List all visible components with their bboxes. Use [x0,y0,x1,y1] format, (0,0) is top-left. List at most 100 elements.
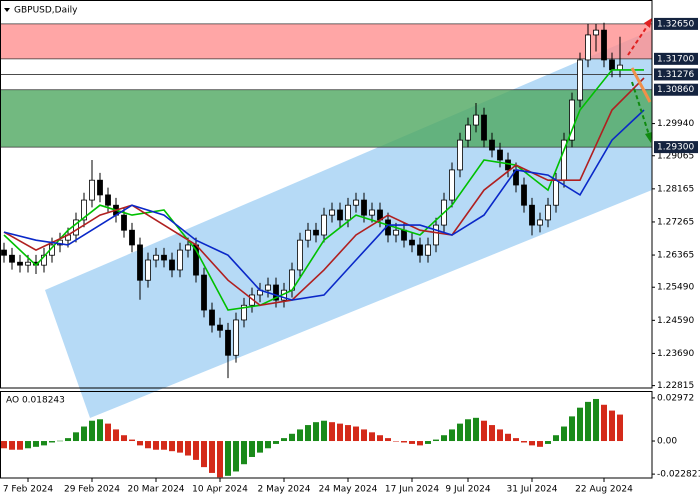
ao-bar [353,426,359,442]
marks [1,22,645,478]
candle-body [601,29,607,61]
candle-body [369,209,375,216]
candle-body [457,139,463,171]
candle-body [1,249,7,256]
candle-body [489,139,495,151]
level-label-box [654,17,698,30]
ao-bar [257,441,263,453]
ao-bar [201,441,207,468]
candle-body [17,261,23,266]
symbol-menu-icon[interactable] [4,8,10,12]
moving-average [3,109,645,301]
x-tick-label: 24 May 2024 [319,485,378,495]
candle-body [225,329,231,356]
ao-bar [377,435,383,442]
ao-bar [17,441,23,450]
ao-bar [569,416,575,442]
candle-body [449,169,455,201]
ao-bar [33,441,39,447]
x-tick-label: 29 Feb 2024 [64,485,120,495]
candle-body [209,309,215,326]
ao-bar [129,439,135,442]
y-tick-label: 1.28165 [657,184,694,194]
candle-body [97,179,103,196]
ao-bar [617,414,623,442]
candle-body [321,214,327,236]
ao-bar [281,438,287,442]
ao-bar [161,441,167,450]
ao-bar [209,441,215,473]
chart-title: GBPUSD,Daily [14,6,78,16]
level-label: 1.32650 [657,19,694,29]
candle-body [313,229,319,236]
ao-bar [385,438,391,442]
ao-bar [9,441,15,450]
candle-body [345,204,351,221]
ao-bar [553,435,559,442]
ao-bar [185,441,191,456]
y-tick-label: 1.29065 [657,151,694,161]
candle-body [121,214,127,231]
candle-body [105,194,111,206]
x-tick-label: 10 Apr 2024 [192,485,248,495]
ao-bar [513,438,519,442]
ao-bar [401,441,407,443]
ao-bar [337,423,343,442]
candle-body [89,179,95,201]
candle-body [265,284,271,291]
candle-body [545,204,551,221]
x-tick-label: 7 Feb 2024 [3,485,54,495]
level-label: 1.30860 [657,85,694,95]
ao-bar [489,425,495,442]
candle-body [273,284,279,301]
candle-body [145,259,151,281]
candle-body [465,124,471,141]
ao-bar [217,441,223,478]
candle-body [217,324,223,331]
y-tick-label: 1.24590 [657,316,694,326]
ao-bar [81,426,87,442]
candle-body [361,199,367,216]
ao-bar [305,425,311,442]
ao-bar [609,410,615,442]
x-tick-label: 2 May 2024 [258,485,311,495]
ao-bar [481,420,487,442]
ao-bar [465,419,471,442]
ao-bar [313,422,319,442]
candle-body [161,254,167,261]
candle-body [569,99,575,141]
level-label: 1.29300 [657,143,694,153]
ao-bar [345,425,351,442]
candle-body [305,229,311,241]
candle-body [25,261,31,266]
arrow-head [644,18,652,28]
ao-bar [409,441,415,444]
moving-average [3,77,645,307]
y-tick-label: 1.25490 [657,283,694,293]
candle-body [241,304,247,321]
main-frame [0,0,653,389]
ao-bar [545,441,551,444]
candle-body [169,259,175,271]
ao-bar [89,420,95,442]
ao-bar [121,435,127,442]
level-label: 1.31276 [657,70,694,80]
candle-body [201,274,207,311]
ao-bar [137,441,143,446]
candle-body [529,204,535,226]
candle-body [153,254,159,261]
level-label-box [654,83,698,96]
x-tick-label: 20 Mar 2024 [127,485,184,495]
ao-bar [449,429,455,442]
candle-body [521,184,527,206]
ao-bar [153,441,159,450]
y-tick-label: 0.00 [657,437,677,447]
ao-bar [225,441,231,476]
ao-bar [41,441,47,446]
ao-bar [49,441,55,443]
x-tick-label: 17 Jun 2024 [385,485,439,495]
candle-body [297,239,303,271]
x-tick-label: 22 Aug 2024 [575,485,633,495]
ao-bar [425,441,431,444]
